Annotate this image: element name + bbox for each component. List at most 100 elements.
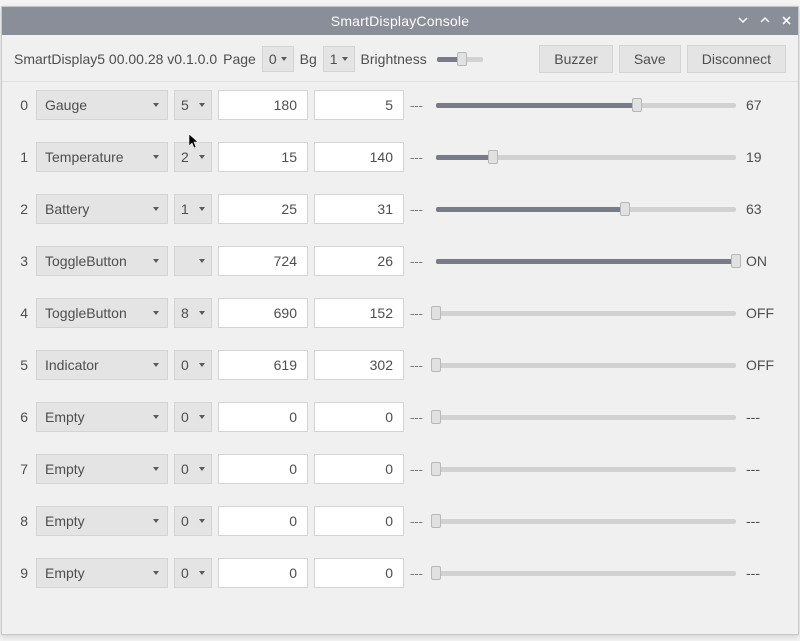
value-b-input[interactable] bbox=[314, 298, 404, 328]
style-dropdown[interactable]: 0 bbox=[174, 454, 212, 484]
type-value: Battery bbox=[45, 201, 89, 217]
slider-fill bbox=[436, 259, 736, 264]
type-dropdown[interactable]: Empty bbox=[36, 558, 168, 588]
style-dropdown[interactable]: 0 bbox=[174, 506, 212, 536]
separator-text: --- bbox=[410, 98, 430, 113]
output-value: --- bbox=[742, 513, 786, 529]
slider-fill bbox=[436, 103, 637, 108]
value-a-input[interactable] bbox=[218, 90, 308, 120]
style-dropdown[interactable]: 0 bbox=[174, 402, 212, 432]
config-row: 7 Empty 0 --- --- bbox=[14, 454, 786, 484]
slider-thumb[interactable] bbox=[488, 150, 498, 164]
value-a-input[interactable] bbox=[218, 246, 308, 276]
style-dropdown[interactable]: 1 bbox=[174, 194, 212, 224]
slider-thumb[interactable] bbox=[431, 358, 441, 372]
buzzer-button[interactable]: Buzzer bbox=[539, 45, 613, 73]
slider-thumb[interactable] bbox=[731, 254, 741, 268]
separator-text: --- bbox=[410, 410, 430, 425]
config-row: 9 Empty 0 --- --- bbox=[14, 558, 786, 588]
disconnect-button[interactable]: Disconnect bbox=[687, 45, 786, 73]
value-b-input[interactable] bbox=[314, 90, 404, 120]
separator-text: --- bbox=[410, 202, 430, 217]
type-dropdown[interactable]: ToggleButton bbox=[36, 246, 168, 276]
type-dropdown[interactable]: Empty bbox=[36, 454, 168, 484]
chevron-down-icon bbox=[153, 467, 159, 471]
value-slider[interactable] bbox=[436, 358, 736, 372]
slider-thumb[interactable] bbox=[620, 202, 630, 216]
value-b-input[interactable] bbox=[314, 350, 404, 380]
slider-thumb[interactable] bbox=[431, 514, 441, 528]
value-slider[interactable] bbox=[436, 202, 736, 216]
save-button[interactable]: Save bbox=[619, 45, 681, 73]
style-dropdown[interactable]: 5 bbox=[174, 90, 212, 120]
chevron-down-icon bbox=[281, 57, 287, 61]
style-dropdown[interactable] bbox=[174, 246, 212, 276]
config-row: 4 ToggleButton 8 --- OFF bbox=[14, 298, 786, 328]
slider-thumb[interactable] bbox=[431, 306, 441, 320]
value-slider[interactable] bbox=[436, 514, 736, 528]
device-label: SmartDisplay5 00.00.28 v0.1.0.0 bbox=[14, 51, 217, 67]
style-dropdown[interactable]: 8 bbox=[174, 298, 212, 328]
value-a-input[interactable] bbox=[218, 350, 308, 380]
value-a-input[interactable] bbox=[218, 194, 308, 224]
slider-thumb[interactable] bbox=[632, 98, 642, 112]
bg-dropdown[interactable]: 1 bbox=[323, 46, 355, 72]
style-value: 8 bbox=[181, 305, 191, 321]
row-index: 7 bbox=[14, 461, 30, 477]
slider-thumb[interactable] bbox=[431, 566, 441, 580]
value-b-input[interactable] bbox=[314, 194, 404, 224]
slider-track bbox=[436, 571, 736, 576]
row-index: 9 bbox=[14, 565, 30, 581]
value-slider[interactable] bbox=[436, 462, 736, 476]
page-dropdown[interactable]: 0 bbox=[262, 46, 294, 72]
style-dropdown[interactable]: 2 bbox=[174, 142, 212, 172]
value-b-input[interactable] bbox=[314, 506, 404, 536]
value-slider[interactable] bbox=[436, 306, 736, 320]
chevron-down-icon bbox=[199, 467, 205, 471]
chevron-down-icon bbox=[199, 363, 205, 367]
style-dropdown[interactable]: 0 bbox=[174, 558, 212, 588]
separator-text: --- bbox=[410, 566, 430, 581]
type-dropdown[interactable]: Empty bbox=[36, 402, 168, 432]
type-dropdown[interactable]: Battery bbox=[36, 194, 168, 224]
value-a-input[interactable] bbox=[218, 402, 308, 432]
row-index: 1 bbox=[14, 149, 30, 165]
value-slider[interactable] bbox=[436, 566, 736, 580]
row-index: 5 bbox=[14, 357, 30, 373]
value-a-input[interactable] bbox=[218, 558, 308, 588]
slider-thumb[interactable] bbox=[431, 410, 441, 424]
value-b-input[interactable] bbox=[314, 558, 404, 588]
type-value: Empty bbox=[45, 461, 85, 477]
close-button[interactable] bbox=[781, 15, 792, 28]
type-dropdown[interactable]: Gauge bbox=[36, 90, 168, 120]
separator-text: --- bbox=[410, 254, 430, 269]
value-a-input[interactable] bbox=[218, 298, 308, 328]
minimize-button[interactable] bbox=[737, 14, 749, 28]
page-label: Page bbox=[223, 51, 256, 67]
value-b-input[interactable] bbox=[314, 402, 404, 432]
value-b-input[interactable] bbox=[314, 246, 404, 276]
style-dropdown[interactable]: 0 bbox=[174, 350, 212, 380]
chevron-down-icon bbox=[153, 363, 159, 367]
style-value: 0 bbox=[181, 513, 191, 529]
brightness-slider[interactable] bbox=[437, 52, 483, 66]
maximize-button[interactable] bbox=[759, 14, 771, 28]
style-value: 2 bbox=[181, 149, 191, 165]
value-a-input[interactable] bbox=[218, 506, 308, 536]
type-dropdown[interactable]: ToggleButton bbox=[36, 298, 168, 328]
type-dropdown[interactable]: Empty bbox=[36, 506, 168, 536]
value-b-input[interactable] bbox=[314, 142, 404, 172]
row-index: 2 bbox=[14, 201, 30, 217]
value-slider[interactable] bbox=[436, 254, 736, 268]
config-row: 6 Empty 0 --- --- bbox=[14, 402, 786, 432]
value-b-input[interactable] bbox=[314, 454, 404, 484]
type-dropdown[interactable]: Indicator bbox=[36, 350, 168, 380]
value-a-input[interactable] bbox=[218, 454, 308, 484]
type-dropdown[interactable]: Temperature bbox=[36, 142, 168, 172]
value-slider[interactable] bbox=[436, 410, 736, 424]
value-a-input[interactable] bbox=[218, 142, 308, 172]
value-slider[interactable] bbox=[436, 98, 736, 112]
slider-thumb[interactable] bbox=[431, 462, 441, 476]
slider-thumb[interactable] bbox=[457, 52, 467, 66]
value-slider[interactable] bbox=[436, 150, 736, 164]
